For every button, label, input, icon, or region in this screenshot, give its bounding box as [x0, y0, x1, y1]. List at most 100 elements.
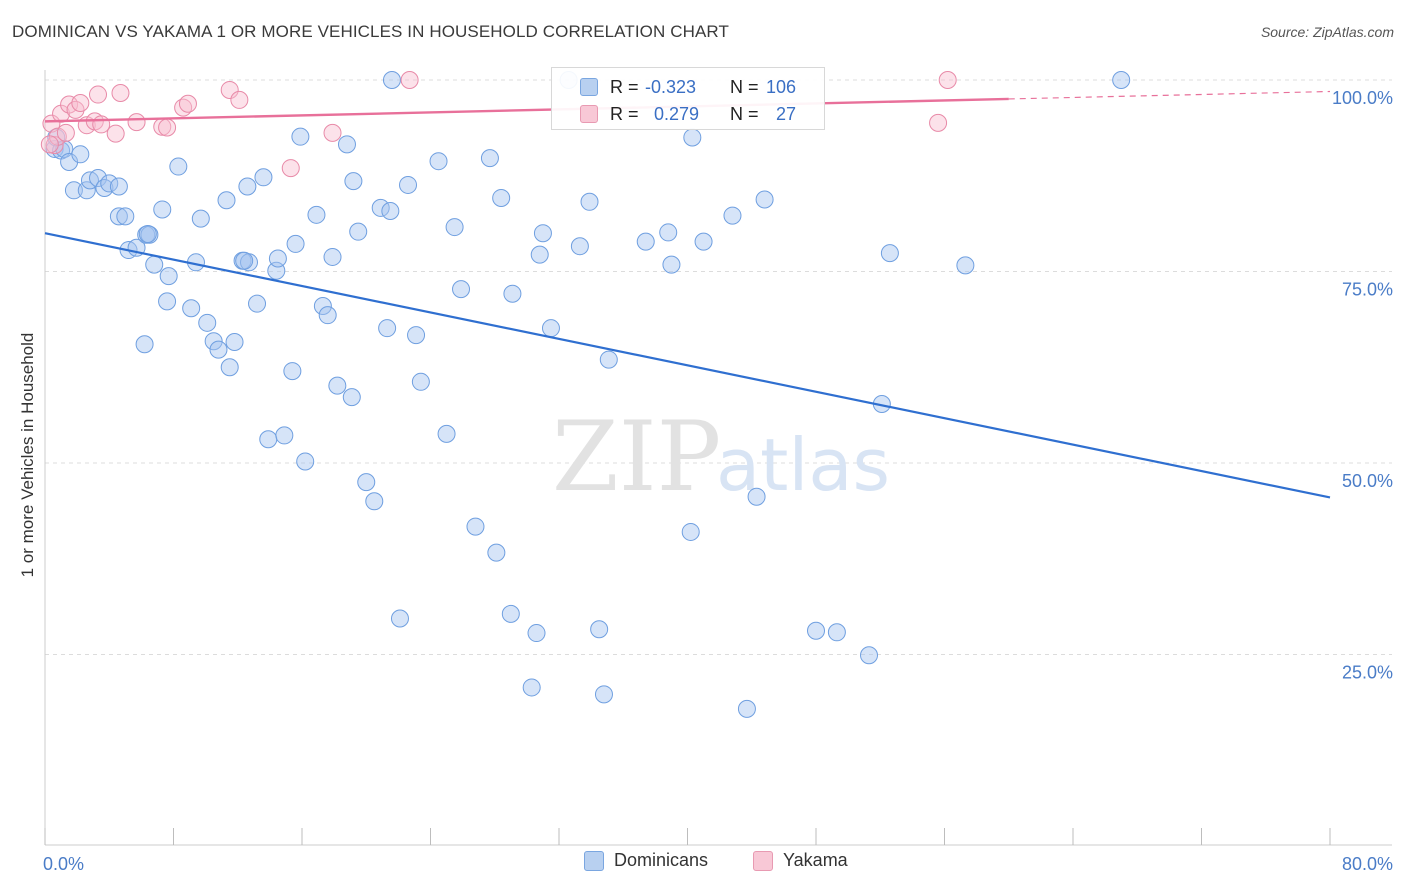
stats-n-value: 27: [776, 103, 797, 124]
dominicans-point: [138, 224, 157, 243]
dominicans-trend-line: [44, 232, 1331, 499]
dominicans-point: [198, 313, 217, 332]
yakama-point: [158, 118, 177, 137]
dominicans-point: [217, 191, 236, 210]
dominicans-point: [318, 306, 337, 325]
legend-label-dominicans: Dominicans: [614, 850, 709, 870]
stats-r-label: R =: [610, 76, 639, 97]
dominicans-point: [342, 388, 361, 407]
dominicans-point: [64, 181, 83, 200]
stats-r-label: R =: [610, 103, 639, 124]
dominicans-point: [275, 426, 294, 445]
dominicans-point: [683, 128, 702, 147]
dominicans-point: [522, 678, 541, 697]
dominicans-point: [204, 332, 223, 351]
dominicans-point: [407, 326, 426, 345]
stats-swatch-yakama: [580, 105, 598, 123]
dominicans-point: [259, 430, 278, 449]
y-tick-label: 25.0%: [1342, 663, 1393, 683]
dominicans-point: [429, 152, 448, 171]
dominicans-point: [135, 335, 154, 354]
dominicans-point: [159, 267, 178, 286]
dominicans-point: [681, 522, 700, 541]
stats-swatch-dominicans: [580, 78, 598, 96]
stats-r-value: 0.279: [654, 103, 700, 124]
dominicans-point: [286, 234, 305, 253]
y-tick-label: 50.0%: [1342, 471, 1393, 491]
dominicans-point: [503, 284, 522, 303]
yakama-point: [281, 159, 300, 178]
dominicans-point: [283, 362, 302, 381]
dominicans-point: [109, 177, 128, 196]
legend-item-dominicans[interactable]: Dominicans: [584, 850, 708, 871]
dominicans-point: [357, 473, 376, 492]
dominicans-point: [659, 223, 678, 242]
yakama-point: [127, 113, 146, 132]
stats-r-value: -0.323: [645, 76, 697, 97]
dominicans-point: [307, 205, 326, 224]
dominicans-point: [225, 332, 244, 351]
dominicans-point: [580, 192, 599, 211]
dominicans-point: [89, 169, 108, 188]
dominicans-point: [182, 299, 201, 318]
x-tick-label: 0.0%: [43, 854, 84, 874]
dominicans-point: [323, 247, 342, 266]
y-tick-label: 75.0%: [1342, 280, 1393, 300]
dominicans-point: [956, 256, 975, 275]
stats-legend-box: R = -0.323 N = 106 R = 0.279 N = 27: [551, 67, 825, 130]
yakama-point: [42, 114, 61, 133]
dominicans-point: [209, 340, 228, 359]
yakama-point: [89, 85, 108, 104]
dominicans-point: [381, 201, 400, 220]
dominicans-point: [827, 623, 846, 642]
legend-label-yakama: Yakama: [783, 850, 848, 870]
dominicans-point: [541, 319, 560, 338]
legend-item-yakama[interactable]: Yakama: [753, 850, 848, 871]
dominicans-point: [860, 646, 879, 665]
dominicans-point: [599, 350, 618, 369]
source-note: Source: ZipAtlas.com: [1260, 24, 1394, 40]
dominicans-point: [480, 149, 499, 168]
yakama-trend-line: [44, 97, 1009, 123]
dominicans-point: [238, 177, 257, 196]
dominicans-point: [365, 492, 384, 511]
yakama-point: [938, 71, 957, 89]
dominicans-point: [349, 222, 368, 241]
dominicans-point: [140, 225, 159, 244]
watermark-atlas: atlas: [716, 423, 890, 507]
dominicans-point: [344, 172, 363, 191]
dominicans-point: [220, 358, 239, 377]
dominicans-point: [390, 609, 409, 628]
y-tick-label: 100.0%: [1332, 88, 1393, 108]
yakama-point: [40, 135, 59, 154]
yakama-point: [230, 90, 249, 109]
dominicans-point: [737, 699, 756, 718]
dominicans-point: [169, 157, 188, 176]
dominicans-point: [313, 296, 332, 315]
bottom-legend: Dominicans Yakama: [0, 850, 1406, 880]
legend-swatch-yakama: [753, 850, 773, 871]
dominicans-point: [755, 190, 774, 209]
dominicans-point: [880, 244, 899, 263]
dominicans-point: [77, 181, 96, 200]
dominicans-point: [145, 255, 164, 274]
dominicans-point: [153, 200, 172, 219]
trend-lines: [44, 90, 1331, 499]
legend-swatch-dominicans: [584, 850, 604, 871]
yakama-point: [106, 124, 125, 143]
yakama-point: [178, 94, 197, 113]
dominicans-point: [1112, 71, 1131, 89]
dominicans-point: [328, 376, 347, 395]
dominicans-point: [235, 251, 254, 270]
gridlines: [45, 79, 1392, 655]
dominicans-point: [466, 517, 485, 536]
yakama-point: [71, 93, 90, 112]
dominicans-point: [337, 135, 356, 154]
dominicans-point: [248, 294, 267, 313]
yakama-point: [400, 71, 419, 89]
dominicans-point: [371, 198, 390, 217]
dominicans-point: [662, 255, 681, 274]
dominicans-point: [116, 207, 135, 226]
yakama-point: [929, 113, 948, 132]
dominicans-point: [694, 232, 713, 251]
